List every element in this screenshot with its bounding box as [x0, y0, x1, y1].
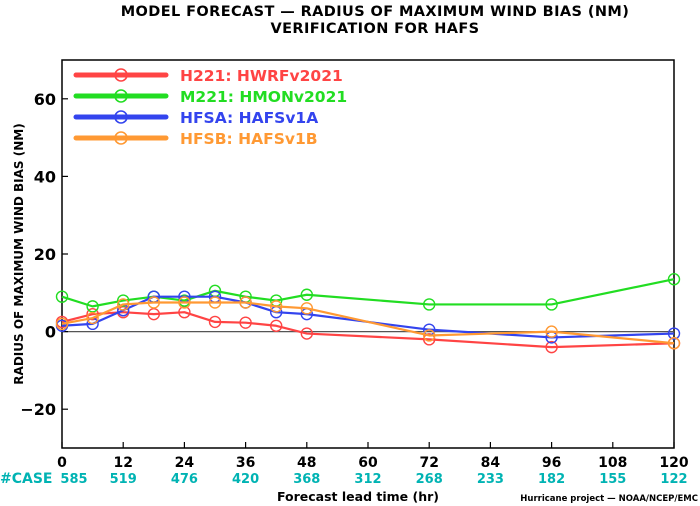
y-tick-label: −20	[20, 400, 56, 419]
y-axis-ticks: −20 0 20 40 60	[20, 90, 68, 419]
case-count: 155	[599, 472, 626, 487]
data-point	[667, 273, 681, 286]
data-point	[116, 294, 130, 307]
data-point	[545, 325, 558, 338]
x-axis-ticks: 0 12 24 36 48 60 72 84 96 108 120	[57, 442, 689, 471]
x-tick-label: 0	[57, 455, 67, 471]
legend-label: H221: HWRFv2021	[180, 67, 343, 85]
data-point	[239, 316, 252, 329]
case-count: 585	[60, 472, 87, 487]
data-point	[55, 317, 69, 331]
case-count: 312	[354, 472, 381, 487]
legend-label: HFSB: HAFSv1B	[180, 130, 318, 148]
legend: H221: HWRFv2021 M221: HMONv2021 HFSA: HAFS…	[73, 67, 347, 148]
y-tick-label: 60	[34, 90, 56, 109]
data-point	[147, 296, 161, 309]
legend-marker	[114, 110, 128, 124]
data-point	[667, 337, 681, 350]
data-point	[545, 298, 558, 311]
legend-label: M221: HMONv2021	[180, 88, 347, 106]
y-axis-label: RADIUS OF MAXIMUM WIND BIAS (NM)	[12, 123, 26, 384]
series-layer	[55, 273, 681, 354]
chart-title-line2: VERIFICATION FOR HAFS	[270, 21, 479, 37]
data-point	[270, 300, 283, 313]
data-point	[55, 290, 69, 303]
data-point	[423, 298, 436, 311]
x-tick-label: 108	[598, 455, 627, 471]
case-count: 420	[232, 472, 259, 487]
x-tick-label: 84	[481, 455, 501, 471]
x-tick-label: 120	[659, 455, 688, 471]
data-point	[423, 333, 436, 346]
x-tick-label: 96	[542, 455, 561, 471]
case-count: 122	[660, 472, 687, 487]
x-tick-label: 24	[175, 455, 195, 471]
data-point	[239, 296, 252, 309]
case-count: 519	[110, 472, 137, 487]
case-values: 585 519 476 420 368 312 268 233 182 155 122	[60, 472, 687, 487]
x-tick-label: 12	[113, 455, 132, 471]
data-point	[545, 340, 558, 354]
y-tick-label: 20	[34, 245, 56, 264]
x-tick-label: 48	[297, 455, 316, 471]
data-point	[270, 319, 283, 332]
legend-marker	[114, 131, 128, 145]
data-point	[300, 288, 313, 301]
series-hfsb	[55, 296, 681, 350]
case-label: #CASE	[0, 471, 53, 487]
data-point	[86, 307, 99, 321]
credit-text: Hurricane project — NOAA/NCEP/EMC	[520, 494, 698, 504]
legend-marker	[114, 68, 128, 82]
data-point	[423, 329, 436, 342]
legend-label: HFSA: HAFSv1A	[180, 109, 318, 127]
x-tick-label: 60	[358, 455, 378, 471]
legend-marker	[114, 89, 128, 103]
data-point	[208, 315, 222, 329]
data-point	[116, 298, 130, 311]
case-count: 476	[171, 472, 198, 487]
data-point	[667, 327, 681, 340]
x-tick-label: 72	[419, 455, 438, 471]
chart-title-line1: MODEL FORECAST — RADIUS OF MAXIMUM WIND …	[121, 4, 630, 20]
data-point	[208, 296, 222, 309]
case-count: 368	[293, 472, 320, 487]
data-point	[300, 327, 313, 340]
data-point	[178, 296, 191, 309]
series-h221	[55, 306, 681, 354]
data-point	[86, 311, 99, 325]
data-point	[300, 302, 313, 315]
case-count: 268	[416, 472, 443, 487]
x-axis-label: Forecast lead time (hr)	[277, 489, 439, 504]
x-tick-label: 36	[236, 455, 255, 471]
y-tick-label: 0	[45, 323, 56, 342]
case-count: 233	[477, 472, 504, 487]
case-count: 182	[538, 472, 565, 487]
series-line	[61, 311, 675, 349]
y-tick-label: 40	[34, 167, 56, 186]
